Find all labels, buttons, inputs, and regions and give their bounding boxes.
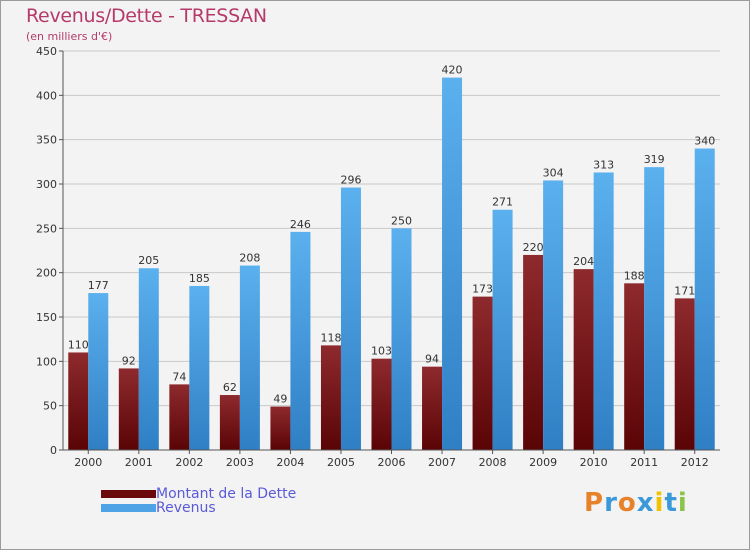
bar-revenue bbox=[492, 209, 513, 450]
data-label-revenue: 296 bbox=[340, 174, 361, 187]
bar-revenue bbox=[138, 268, 159, 450]
y-tick-label: 200 bbox=[36, 267, 57, 280]
y-tick-label: 50 bbox=[43, 400, 57, 413]
x-tick-label: 2001 bbox=[125, 456, 153, 469]
bar-revenue bbox=[340, 187, 361, 450]
data-label-debt: 103 bbox=[371, 345, 392, 358]
x-tick-label: 2000 bbox=[74, 456, 102, 469]
bar-revenue bbox=[442, 77, 463, 450]
bar-revenue bbox=[239, 265, 260, 450]
bar-revenue bbox=[88, 293, 109, 450]
y-tick-label: 400 bbox=[36, 89, 57, 102]
bar-debt bbox=[523, 254, 544, 450]
legend-label-revenue: Revenus bbox=[156, 500, 216, 516]
data-label-revenue: 250 bbox=[391, 214, 412, 227]
bar-revenue bbox=[290, 231, 311, 450]
data-label-revenue: 319 bbox=[644, 153, 665, 166]
legend-swatch-debt bbox=[101, 490, 156, 498]
y-tick-label: 250 bbox=[36, 222, 57, 235]
legend-label-debt: Montant de la Dette bbox=[156, 486, 297, 502]
x-tick-label: 2012 bbox=[681, 456, 709, 469]
x-tick-label: 2007 bbox=[428, 456, 456, 469]
bar-debt bbox=[573, 269, 594, 450]
x-tick-label: 2010 bbox=[580, 456, 608, 469]
bar-revenue bbox=[644, 167, 665, 451]
x-tick-label: 2008 bbox=[479, 456, 507, 469]
bar-debt bbox=[624, 283, 645, 450]
logo-letter: i bbox=[677, 488, 688, 518]
data-label-debt: 220 bbox=[523, 241, 544, 254]
y-tick-label: 100 bbox=[36, 355, 57, 368]
bar-revenue bbox=[694, 148, 715, 451]
logo-letter: o bbox=[617, 488, 637, 518]
x-tick-label: 2011 bbox=[630, 456, 658, 469]
data-label-debt: 171 bbox=[674, 284, 695, 297]
bar-debt bbox=[422, 366, 443, 450]
bar-debt bbox=[169, 384, 190, 450]
bar-revenue bbox=[391, 228, 412, 450]
logo-letter: r bbox=[604, 488, 618, 518]
data-label-debt: 49 bbox=[273, 393, 287, 406]
bar-debt bbox=[320, 345, 341, 450]
y-tick-label: 450 bbox=[36, 45, 57, 58]
y-tick-label: 0 bbox=[50, 444, 57, 457]
data-label-revenue: 208 bbox=[239, 252, 260, 265]
bar-debt bbox=[674, 298, 695, 450]
data-label-debt: 173 bbox=[472, 283, 493, 296]
data-label-revenue: 205 bbox=[138, 254, 159, 267]
data-label-debt: 62 bbox=[223, 381, 237, 394]
bar-debt bbox=[472, 296, 493, 450]
data-label-revenue: 313 bbox=[593, 158, 614, 171]
legend-swatch-revenue bbox=[101, 504, 156, 512]
logo-letter: x bbox=[636, 488, 655, 518]
data-label-debt: 74 bbox=[172, 370, 186, 383]
logo-letter: i bbox=[654, 488, 665, 518]
data-label-debt: 94 bbox=[425, 353, 439, 366]
x-tick-label: 2004 bbox=[276, 456, 304, 469]
x-tick-label: 2006 bbox=[378, 456, 406, 469]
bar-debt bbox=[118, 368, 139, 450]
chart-title: Revenus/Dette - TRESSAN bbox=[26, 5, 267, 27]
data-label-revenue: 177 bbox=[88, 279, 109, 292]
data-label-debt: 204 bbox=[573, 255, 594, 268]
x-tick-label: 2009 bbox=[529, 456, 557, 469]
bar-debt bbox=[270, 406, 291, 450]
bar-debt bbox=[68, 352, 89, 450]
bar-debt bbox=[219, 395, 240, 450]
data-label-revenue: 246 bbox=[290, 218, 311, 231]
data-label-debt: 110 bbox=[68, 338, 89, 351]
logo-letter: P bbox=[584, 488, 605, 518]
data-label-debt: 188 bbox=[624, 269, 645, 282]
bar-debt bbox=[371, 358, 392, 450]
data-label-debt: 118 bbox=[320, 331, 341, 344]
logo-letter: t bbox=[664, 488, 678, 518]
proxiti-logo: Proxiti bbox=[584, 488, 688, 518]
data-label-revenue: 271 bbox=[492, 196, 513, 209]
x-tick-label: 2003 bbox=[226, 456, 254, 469]
data-label-debt: 92 bbox=[122, 354, 136, 367]
bar-revenue bbox=[543, 180, 564, 450]
bar-revenue bbox=[593, 172, 614, 450]
y-tick-label: 300 bbox=[36, 178, 57, 191]
y-tick-label: 150 bbox=[36, 311, 57, 324]
x-tick-label: 2002 bbox=[175, 456, 203, 469]
chart-subtitle: (en milliers d'€) bbox=[26, 30, 113, 43]
bar-revenue bbox=[189, 285, 210, 450]
data-label-revenue: 304 bbox=[543, 166, 564, 179]
data-label-revenue: 420 bbox=[442, 64, 463, 77]
data-label-revenue: 185 bbox=[189, 272, 210, 285]
y-tick-label: 350 bbox=[36, 134, 57, 147]
x-tick-label: 2005 bbox=[327, 456, 355, 469]
data-label-revenue: 340 bbox=[694, 135, 715, 148]
